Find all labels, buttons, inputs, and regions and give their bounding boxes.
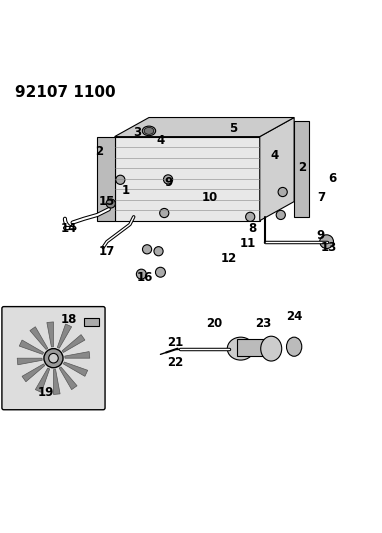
Text: 8: 8 [248, 222, 256, 235]
Circle shape [44, 349, 63, 368]
Circle shape [116, 175, 125, 184]
Ellipse shape [286, 337, 302, 356]
Circle shape [154, 247, 163, 256]
FancyBboxPatch shape [2, 306, 105, 410]
Polygon shape [19, 340, 44, 354]
Polygon shape [53, 369, 60, 394]
Polygon shape [260, 117, 294, 221]
Text: 10: 10 [202, 191, 218, 204]
Text: 24: 24 [286, 310, 302, 322]
Polygon shape [62, 335, 85, 352]
Polygon shape [30, 327, 48, 350]
Text: 22: 22 [168, 356, 184, 368]
Circle shape [49, 353, 58, 363]
Text: 18: 18 [61, 313, 77, 327]
Text: 9: 9 [317, 229, 325, 243]
Circle shape [320, 235, 333, 248]
Text: 2: 2 [298, 160, 306, 174]
Text: 92107 1100: 92107 1100 [15, 85, 116, 100]
Text: 6: 6 [328, 172, 337, 185]
Polygon shape [63, 362, 88, 376]
Text: 23: 23 [256, 317, 272, 330]
Text: 16: 16 [137, 271, 153, 285]
Polygon shape [47, 322, 53, 347]
Circle shape [106, 199, 115, 208]
Polygon shape [65, 352, 90, 358]
Polygon shape [17, 358, 42, 365]
Text: 4: 4 [156, 134, 165, 147]
Text: 13: 13 [320, 241, 337, 254]
Circle shape [160, 208, 169, 217]
Text: 1: 1 [122, 183, 130, 197]
Text: 7: 7 [317, 191, 325, 204]
Polygon shape [115, 117, 294, 136]
Ellipse shape [261, 336, 282, 361]
Polygon shape [59, 367, 77, 390]
Text: 12: 12 [221, 252, 237, 265]
FancyBboxPatch shape [84, 318, 99, 326]
Circle shape [246, 212, 255, 221]
Polygon shape [35, 368, 50, 392]
Polygon shape [22, 364, 45, 382]
Polygon shape [57, 324, 72, 348]
Text: 5: 5 [229, 123, 237, 135]
FancyBboxPatch shape [294, 122, 309, 217]
Text: 4: 4 [271, 149, 279, 162]
Text: 15: 15 [99, 195, 115, 208]
Text: 9: 9 [164, 176, 172, 189]
Ellipse shape [144, 127, 154, 134]
Text: 20: 20 [206, 317, 222, 330]
Text: 3: 3 [133, 126, 142, 139]
Text: 2: 2 [95, 146, 104, 158]
Circle shape [278, 188, 287, 197]
Circle shape [142, 245, 152, 254]
Circle shape [163, 175, 173, 184]
FancyBboxPatch shape [97, 136, 115, 221]
FancyBboxPatch shape [115, 136, 260, 221]
Ellipse shape [142, 126, 156, 136]
Text: 14: 14 [61, 222, 77, 235]
Circle shape [136, 269, 146, 279]
Circle shape [155, 267, 165, 277]
Text: 21: 21 [168, 336, 184, 350]
Text: 11: 11 [240, 237, 256, 250]
Text: 17: 17 [99, 245, 115, 258]
Ellipse shape [227, 337, 254, 360]
Text: 19: 19 [38, 386, 54, 399]
FancyBboxPatch shape [237, 339, 269, 356]
Circle shape [276, 211, 285, 220]
